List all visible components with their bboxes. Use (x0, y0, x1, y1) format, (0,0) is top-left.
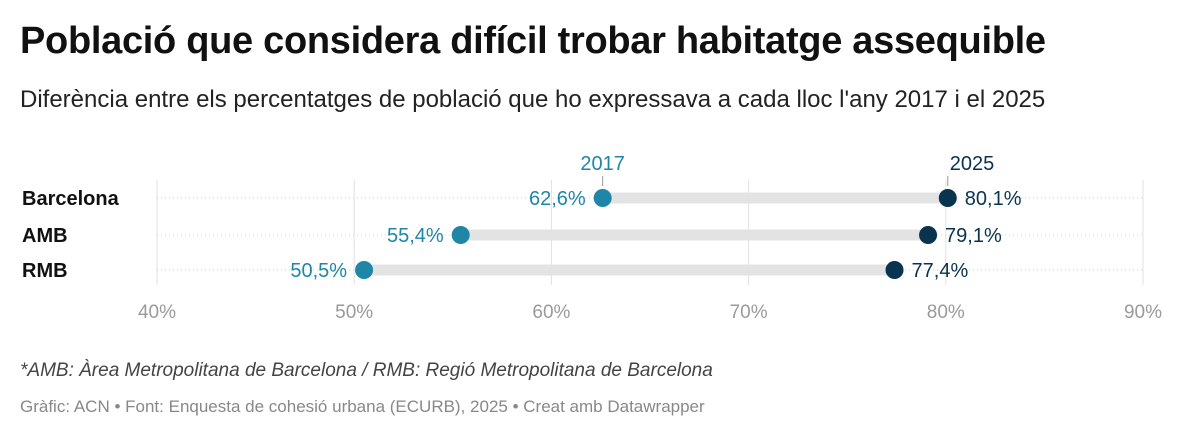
dot-2025 (885, 261, 904, 279)
dot-2025 (919, 226, 938, 244)
value-label-2025: 79,1% (945, 225, 1002, 247)
dumbbell-chart: 40% 50% 60% 70% 80% 90% Barcelona 62,6% 80,1% AMB… (22, 153, 1162, 323)
x-tick-label: 90% (1124, 302, 1162, 323)
x-tick-label: 50% (335, 302, 373, 323)
x-tick-label: 70% (730, 302, 768, 323)
dot-2025 (938, 189, 957, 207)
series-label: 2017 (580, 153, 625, 175)
value-label-2025: 80,1% (965, 188, 1022, 210)
value-label-2017: 50,5% (290, 260, 347, 282)
chart-note: *AMB: Àrea Metropolitana de Barcelona / … (20, 360, 713, 381)
value-label-2017: 55,4% (387, 225, 444, 247)
x-tick-label: 60% (532, 302, 570, 323)
dot-2017 (593, 189, 612, 207)
chart-source: Gràfic: ACN • Font: Enquesta de cohesió … (20, 397, 705, 416)
x-tick-label: 80% (927, 302, 965, 323)
category-label: Barcelona (22, 188, 120, 210)
category-label: AMB (22, 225, 68, 247)
x-tick-label: 40% (138, 302, 176, 323)
value-label-2017: 62,6% (529, 188, 586, 210)
chart-subtitle: Diferència entre els percentatges de pob… (20, 86, 1046, 113)
chart-title: Població que considera difícil trobar ha… (20, 20, 1046, 62)
category-label: RMB (22, 260, 68, 282)
dot-2017 (355, 261, 374, 279)
value-label-2025: 77,4% (912, 260, 969, 282)
series-label: 2025 (950, 153, 995, 175)
dot-2017 (451, 226, 470, 244)
